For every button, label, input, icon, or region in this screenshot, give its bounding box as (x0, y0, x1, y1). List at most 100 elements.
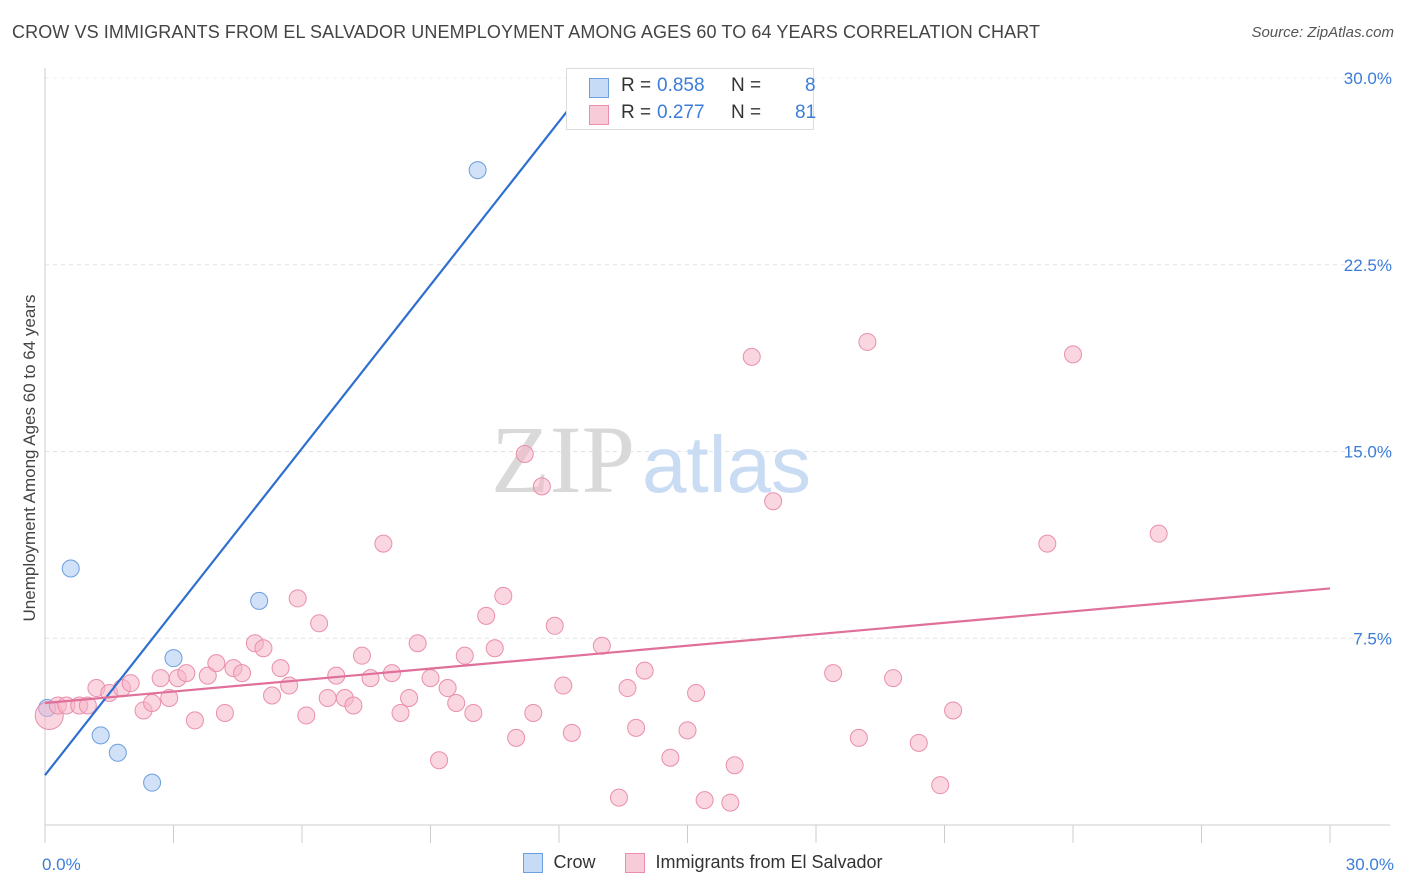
el-salvador-point (609, 788, 628, 807)
crow-point (250, 591, 269, 610)
el-salvador-point (532, 477, 551, 496)
legend-swatch-el-salvador (625, 852, 646, 873)
el-salvador-point (494, 586, 513, 605)
stats-swatch-crow (589, 78, 609, 98)
el-salvador-point (618, 679, 637, 698)
el-salvador-point (678, 721, 697, 740)
el-salvador-point (391, 703, 410, 722)
watermark: ZIP atlas (491, 406, 811, 513)
el-salvador-point (635, 661, 654, 680)
el-salvador-point (764, 492, 783, 511)
el-salvador-point (408, 634, 427, 653)
el-salvador-point (263, 686, 282, 705)
el-salvador-point (849, 728, 868, 747)
watermark-zip: ZIP (491, 406, 635, 513)
watermark-atlas: atlas (642, 420, 811, 509)
el-salvador-point (160, 689, 179, 708)
el-salvador-point (271, 659, 290, 678)
crow-point (61, 559, 80, 578)
el-salvador-point (627, 718, 646, 737)
x-tick-label: 0.0% (42, 855, 81, 874)
el-salvador-point (592, 636, 611, 655)
el-salvador-point (310, 614, 329, 633)
y-tick-label: 15.0% (1344, 443, 1392, 462)
legend-label-crow: Crow (553, 852, 596, 872)
chart-title: CROW VS IMMIGRANTS FROM EL SALVADOR UNEM… (12, 22, 1041, 42)
el-salvador-point (215, 703, 234, 722)
el-salvador-point (661, 748, 680, 767)
el-salvador-point (121, 674, 140, 693)
el-salvador-point (151, 669, 170, 688)
axes (44, 68, 1390, 843)
el-salvador-point (143, 693, 162, 712)
source-label: Source: ZipAtlas.com (1251, 24, 1394, 41)
y-tick-label: 7.5% (1353, 629, 1392, 648)
el-salvador-point (931, 776, 950, 795)
el-salvador-point (515, 444, 534, 463)
el-salvador-point (884, 669, 903, 688)
el-salvador-point (352, 646, 371, 665)
el-salvador-point (455, 646, 474, 665)
el-salvador-point (554, 676, 573, 695)
stats-r-value: 0.277 (657, 102, 705, 123)
legend-swatch-crow (523, 852, 544, 873)
crow-point (91, 726, 110, 745)
trend-lines (44, 77, 1331, 776)
y-tick-label: 22.5% (1344, 256, 1392, 275)
crow-point (143, 773, 162, 792)
stats-swatch-el-salvador (589, 105, 609, 125)
el-salvador-point (318, 689, 337, 708)
el-salvador-point (177, 664, 196, 683)
el-salvador-point (421, 669, 440, 688)
stats-n-value: 8 (805, 75, 816, 96)
el-salvador-point (507, 728, 526, 747)
el-salvador-point (464, 703, 483, 722)
el-salvador-point (344, 696, 363, 715)
el-salvador-trend-line (44, 587, 1331, 705)
el-salvador-point (1064, 345, 1082, 364)
el-salvador-point (545, 616, 564, 635)
el-salvador-point (562, 723, 581, 742)
el-salvador-point (725, 756, 744, 775)
el-salvador-point (233, 664, 252, 683)
data-points (34, 161, 1168, 812)
el-salvador-point (858, 332, 877, 351)
el-salvador-point (207, 654, 226, 673)
el-salvador-point (438, 679, 457, 698)
grid-lines (45, 77, 1390, 639)
stats-r-value: 0.858 (657, 75, 705, 96)
stats-r-label: R = (621, 75, 652, 96)
el-salvador-point (1038, 534, 1057, 553)
el-salvador-point (721, 793, 740, 812)
crow-point (164, 649, 183, 668)
el-salvador-point (742, 347, 761, 366)
y-tick-label: 30.0% (1344, 69, 1392, 88)
tick-labels: 7.5% 15.0% 22.5% 30.0% 0.0% 30.0% (42, 69, 1394, 874)
legend-item-crow[interactable]: Crow (523, 852, 595, 873)
el-salvador-point (400, 689, 419, 708)
el-salvador-point (361, 669, 380, 688)
el-salvador-point (185, 711, 204, 730)
stats-n-value: 81 (795, 102, 817, 123)
el-salvador-point (78, 696, 97, 715)
crow-point (108, 743, 127, 762)
el-salvador-point (909, 733, 928, 752)
el-salvador-point (477, 606, 496, 625)
stats-legend: R = 0.858 N = 8 R = 0.277 N = 81 (566, 68, 817, 130)
el-salvador-point (198, 666, 217, 685)
crow-point (468, 161, 487, 180)
x-tick-label: 30.0% (1346, 855, 1394, 874)
el-salvador-point (430, 751, 449, 770)
stats-n-label: N = (731, 75, 762, 96)
el-salvador-point (288, 589, 307, 608)
el-salvador-point (485, 639, 504, 658)
el-salvador-point (687, 684, 706, 703)
el-salvador-point (374, 534, 393, 553)
legend-label-el-salvador: Immigrants from El Salvador (655, 852, 883, 872)
el-salvador-point (824, 664, 843, 683)
el-salvador-point (447, 693, 466, 712)
el-salvador-point (297, 706, 316, 725)
el-salvador-point (1149, 524, 1168, 543)
legend-item-el-salvador[interactable]: Immigrants from El Salvador (625, 852, 883, 873)
